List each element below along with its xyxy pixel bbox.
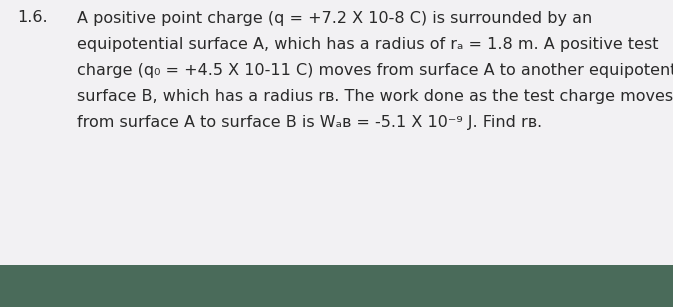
Text: A positive point charge (q = +7.2 X 10-8 C) is surrounded by an: A positive point charge (q = +7.2 X 10-8… [77,10,593,25]
Text: charge (q₀ = +4.5 X 10-11 C) moves from surface A to another equipotential: charge (q₀ = +4.5 X 10-11 C) moves from … [77,63,673,77]
Text: 1.6.: 1.6. [17,10,48,25]
Text: equipotential surface A, which has a radius of rₐ = 1.8 m. A positive test: equipotential surface A, which has a rad… [77,37,659,52]
Bar [0,0,673,265]
Text: surface B, which has a radius rʙ. The work done as the test charge moves: surface B, which has a radius rʙ. The wo… [77,88,673,103]
Bar [0,265,673,307]
Text: from surface A to surface B is Wₐʙ = -5.1 X 10⁻⁹ J. Find rʙ.: from surface A to surface B is Wₐʙ = -5.… [77,115,542,130]
